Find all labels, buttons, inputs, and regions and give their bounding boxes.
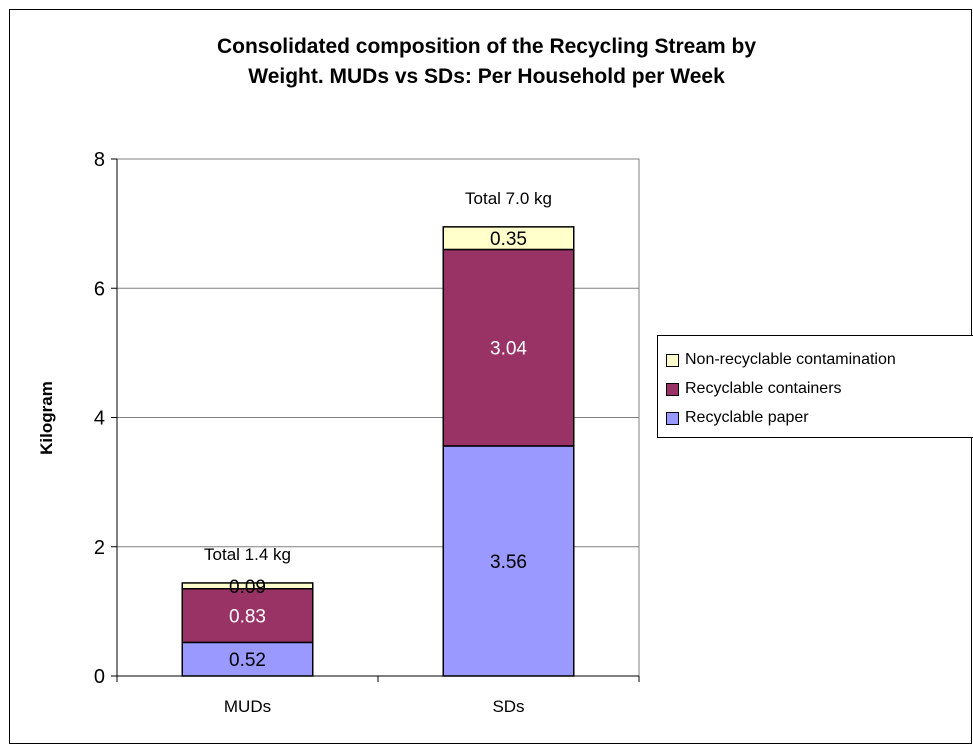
axes: 0 2 4 6 8 MUDs SDs: [94, 149, 640, 716]
x-tick-label-sds: SDs: [492, 697, 524, 716]
y-tick-label: 2: [94, 537, 105, 559]
legend-item-containers: Recyclable containers: [666, 379, 842, 399]
chart-title-line-2: Weight. MUDs vs SDs: Per Household per W…: [248, 65, 725, 88]
bar-segment-contamination-muds: [181, 582, 314, 590]
legend-label-paper: Recyclable paper: [685, 409, 809, 426]
data-label-paper-sds: 3.56: [490, 552, 527, 573]
legend-swatch-contamination: [666, 353, 679, 367]
chart-title-line-1: Consolidated composition of the Recyclin…: [216, 35, 757, 58]
total-label-muds: Total 1.4 kg: [204, 545, 291, 564]
x-tick-label-muds: MUDs: [224, 697, 271, 716]
legend-swatch-containers: [666, 382, 679, 396]
y-axis-title: Kilogram: [37, 381, 56, 455]
data-label-contamination-muds: 0.09: [229, 577, 266, 598]
legend-label-contamination: Non-recyclable contamination: [685, 351, 896, 368]
legend-label-containers: Recyclable containers: [685, 380, 842, 397]
bar-segment-containers-muds: [181, 588, 314, 644]
legend-swatch-paper: [666, 411, 679, 425]
bar-segment-containers-sds: [442, 248, 575, 447]
total-label-sds: Total 7.0 kg: [465, 189, 552, 208]
data-label-contamination-sds: 0.35: [490, 229, 527, 250]
data-label-containers-sds: 3.04: [490, 339, 527, 360]
legend-item-paper: Recyclable paper: [666, 408, 809, 428]
y-tick-label: 6: [94, 278, 105, 300]
chart-title: Consolidated composition of the Recyclin…: [0, 32, 973, 92]
data-label-paper-muds: 0.52: [229, 650, 266, 671]
y-tick-label: 4: [94, 408, 105, 430]
bar-segment-contamination-sds: [442, 226, 575, 251]
legend: Non-recyclable contamination Recyclable …: [657, 335, 973, 438]
data-label-containers-muds: 0.83: [229, 607, 266, 628]
y-tick-label: 8: [94, 149, 105, 171]
y-tick-label: 0: [94, 666, 105, 688]
bar-segment-paper-sds: [442, 445, 575, 677]
legend-item-contamination: Non-recyclable contamination: [666, 350, 896, 370]
bars: 0.52 0.83 0.09 Total 1.4 kg 3.56 3.04 0.35 Tota…: [181, 189, 575, 677]
